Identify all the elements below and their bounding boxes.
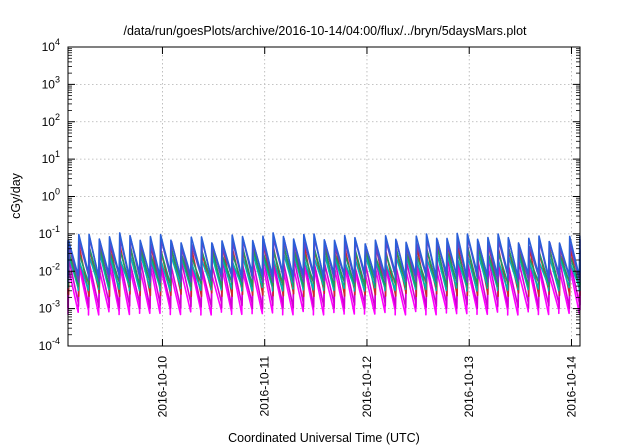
y-tick-label: 103	[42, 74, 60, 91]
y-tick-label: 10-4	[39, 336, 60, 353]
y-axis-label: cGy/day	[9, 172, 23, 219]
series-line	[67, 245, 581, 288]
series-line	[67, 232, 581, 279]
x-tick-label: 2016-10-13	[462, 356, 476, 418]
series-line	[67, 256, 581, 310]
y-tick-label: 102	[42, 112, 60, 129]
y-tick-label: 100	[42, 187, 60, 204]
series-line	[67, 251, 581, 292]
y-tick-label: 10-2	[39, 261, 60, 278]
y-tick-label: 10-3	[39, 299, 60, 316]
series-line	[67, 262, 581, 316]
chart-title: /data/run/goesPlots/archive/2016-10-14/0…	[123, 24, 527, 38]
x-tick-label: 2016-10-10	[155, 356, 169, 418]
y-tick-label: 101	[42, 149, 60, 166]
x-tick-label: 2016-10-14	[564, 356, 578, 418]
ticks	[68, 46, 580, 347]
x-tick-label: 2016-10-12	[360, 356, 374, 418]
series-group	[67, 232, 581, 316]
x-tick-labels: 2016-10-10 2016-10-11 2016-10-12 2016-10-13…	[155, 356, 578, 418]
y-tick-label: 10-1	[39, 224, 60, 241]
y-tick-label: 104	[42, 37, 60, 54]
x-tick-label: 2016-10-11	[258, 356, 272, 417]
x-axis-label: Coordinated Universal Time (UTC)	[228, 431, 420, 445]
y-tick-labels: 10-4 10-3 10-2 10-1 100 101 102 103 104	[39, 37, 60, 353]
